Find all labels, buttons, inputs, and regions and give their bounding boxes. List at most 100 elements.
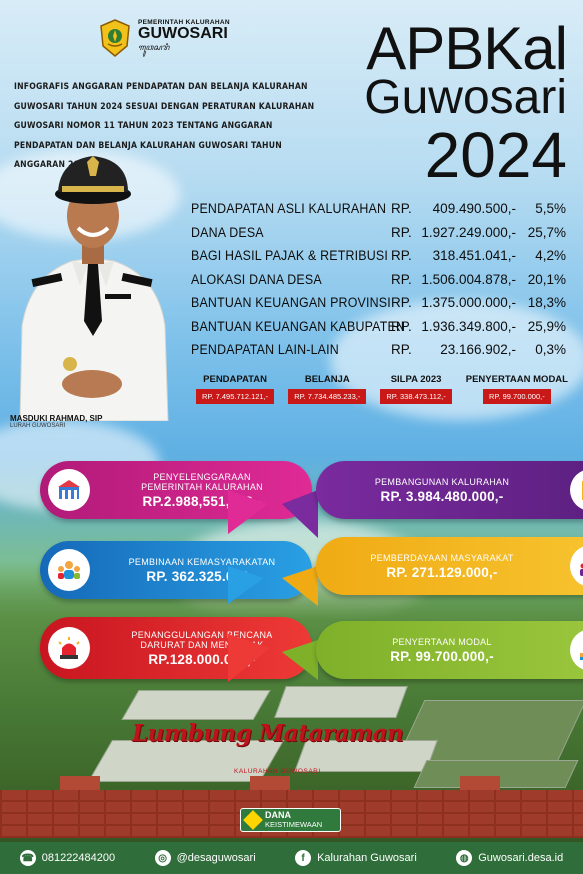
footer-facebook[interactable]: f Kalurahan Guwosari <box>295 850 417 866</box>
card-pointer <box>228 634 270 682</box>
brand-script: ꦒꦸꦮꦱꦫꦶ <box>138 42 170 52</box>
wall-pillar <box>60 776 100 792</box>
revenue-table: PENDAPATAN ASLI KALURAHAN RP. 409.490.50… <box>191 197 566 362</box>
revenue-label: DANA DESA <box>191 224 264 240</box>
empowerment-people-icon <box>570 545 583 587</box>
dana-keistimewaan-badge: DANA KEISTIMEWAAN <box>240 808 341 832</box>
card-pointer <box>228 490 268 534</box>
card-amount: RP. 3.984.480.000,- <box>380 488 504 504</box>
summary-value: RP. 99.700.000,- <box>482 389 551 404</box>
card-pointer <box>282 490 318 538</box>
card-label: PENYERTAAN MODAL <box>392 636 492 647</box>
revenue-row: BANTUAN KEUANGAN PROVINSI RP. 1.375.000.… <box>191 291 566 315</box>
summary-value: RP. 7.495.712.121,- <box>196 389 275 404</box>
lumbung-sign: Lumbung Mataraman <box>132 720 404 747</box>
instagram-handle: @desaguwosari <box>176 852 256 864</box>
dana-label: DANA <box>265 810 291 820</box>
title-guwosari: Guwosari <box>364 71 567 124</box>
card-label: PENANGGULANGAN BENCANA <box>131 629 273 640</box>
card-penanggulangan: PENANGGULANGAN BENCANA DARURAT DAN MENDE… <box>40 617 312 679</box>
card-label: PEMBANGUNAN KALURAHAN <box>374 476 510 487</box>
summary-pendapatan: PENDAPATAN RP. 7.495.712.121,- <box>196 374 275 404</box>
footer-instagram[interactable]: ◎ @desaguwosari <box>154 850 256 866</box>
summary-label: SILPA 2023 <box>390 374 442 385</box>
revenue-currency: RP. <box>391 201 412 217</box>
brand-name: GUWOSARI <box>138 24 228 42</box>
phone-icon: ☎ <box>19 850 36 866</box>
dana-logo-icon <box>243 810 263 830</box>
revenue-row: BANTUAN KEUANGAN KABUPATEN RP. 1.936.349… <box>191 315 566 339</box>
brand-logo: PEMERINTAH KALURAHAN GUWOSARI ꦒꦸꦮꦱꦫꦶ <box>98 18 230 58</box>
card-amount: RP. 99.700.000,- <box>390 648 494 664</box>
siren-icon <box>48 627 90 669</box>
card-penyelenggaraan: PENYELENGGARAAN PEMERINTAH KALURAHAN RP.… <box>40 461 312 519</box>
revenue-currency: RP. <box>391 295 412 311</box>
card-label: PEMBERDAYAAN MASYARAKAT <box>370 552 514 563</box>
revenue-row: PENDAPATAN LAIN-LAIN RP. 23.166.902,- 0,… <box>191 338 566 362</box>
card-pointer <box>282 566 318 606</box>
revenue-label: BANTUAN KEUANGAN KABUPATEN <box>191 318 406 334</box>
phone-number: 081222484200 <box>41 852 116 864</box>
brand-top: PEMERINTAH KALURAHAN <box>138 18 230 26</box>
card-amount: RP. 271.129.000,- <box>386 564 498 580</box>
intro-text: INFOGRAFIS ANGGARAN PENDAPATAN DAN BELAN… <box>14 82 315 170</box>
budget-summary: PENDAPATAN RP. 7.495.712.121,- BELANJA R… <box>196 374 568 404</box>
revenue-amount: 1.936.349.800,- <box>421 318 516 334</box>
card-penyertaan: PENYERTAAN MODAL RP. 99.700.000,- <box>316 621 583 679</box>
summary-silpa: SILPA 2023 RP. 338.473.112,- <box>380 374 452 404</box>
revenue-percent: 5,5% <box>535 201 566 217</box>
revenue-amount: 23.166.902,- <box>440 342 516 358</box>
revenue-percent: 20,1% <box>527 271 566 287</box>
greenhouse-field <box>274 686 408 718</box>
revenue-amount: 409.490.500,- <box>432 201 516 217</box>
card-pointer <box>282 640 318 680</box>
facebook-name: Kalurahan Guwosari <box>317 852 417 864</box>
wall-pillar <box>250 776 290 792</box>
card-pembinaan: PEMBINAAN KEMASYARAKATAN RP. 362.325.000… <box>40 541 312 599</box>
revenue-percent: 25,7% <box>527 224 566 240</box>
title-year: 2024 <box>424 119 567 191</box>
crest-icon <box>100 19 130 57</box>
revenue-percent: 4,2% <box>535 248 566 264</box>
summary-label: PENDAPATAN <box>203 374 268 385</box>
card-label: PEMBINAAN KEMASYARAKATAN <box>128 556 276 567</box>
person-role: LURAH GUWOSARI <box>10 423 66 429</box>
revenue-currency: RP. <box>391 248 412 264</box>
footer-phone[interactable]: ☎ 081222484200 <box>19 850 116 866</box>
revenue-currency: RP. <box>391 342 412 358</box>
revenue-percent: 0,3% <box>535 342 566 358</box>
revenue-currency: RP. <box>391 271 412 287</box>
person-caption: MASDUKI RAHMAD, SIP LURAH GUWOSARI <box>10 414 102 429</box>
wall-pillar <box>460 776 500 792</box>
person-name: MASDUKI RAHMAD, SIP <box>10 414 103 423</box>
revenue-currency: RP. <box>391 224 412 240</box>
card-label: DARURAT DAN MENDESAK <box>140 639 264 650</box>
revenue-label: ALOKASI DANA DESA <box>191 271 322 287</box>
footer-web[interactable]: ◍ Guwosari.desa.id <box>456 850 563 866</box>
website: Guwosari.desa.id <box>478 852 564 864</box>
card-label: PENYELENGGARAAN <box>153 471 251 482</box>
lumbung-sign-sub: KALURAHAN GUWOSARI <box>234 768 321 775</box>
lurah-portrait <box>19 156 169 421</box>
crane-construction-icon <box>570 469 583 511</box>
revenue-label: PENDAPATAN LAIN-LAIN <box>191 342 339 358</box>
revenue-label: BAGI HASIL PAJAK & RETRIBUSI <box>191 248 389 264</box>
summary-value: RP. 338.473.112,- <box>380 389 452 404</box>
summary-value: RP. 7.734.485.233,- <box>288 389 367 404</box>
revenue-amount: 318.451.041,- <box>432 248 516 264</box>
card-label: PEMERINTAH KALURAHAN <box>141 481 263 492</box>
card-pointer <box>228 566 264 604</box>
title-apbkal: APBKal <box>366 15 568 82</box>
revenue-amount: 1.927.249.000,- <box>421 224 516 240</box>
revenue-row: BAGI HASIL PAJAK & RETRIBUSI RP. 318.451… <box>191 244 566 268</box>
revenue-amount: 1.375.000.000,- <box>421 295 516 311</box>
revenue-row: PENDAPATAN ASLI KALURAHAN RP. 409.490.50… <box>191 197 566 221</box>
revenue-label: PENDAPATAN ASLI KALURAHAN <box>191 201 387 217</box>
card-pemberdayaan: PEMBERDAYAAN MASYARAKAT RP. 271.129.000,… <box>316 537 583 595</box>
revenue-currency: RP. <box>391 318 412 334</box>
globe-icon: ◍ <box>456 850 473 866</box>
community-people-icon <box>48 549 90 591</box>
card-pembangunan: PEMBANGUNAN KALURAHAN RP. 3.984.480.000,… <box>316 461 583 519</box>
revenue-row: ALOKASI DANA DESA RP. 1.506.004.878,- 20… <box>191 268 566 292</box>
